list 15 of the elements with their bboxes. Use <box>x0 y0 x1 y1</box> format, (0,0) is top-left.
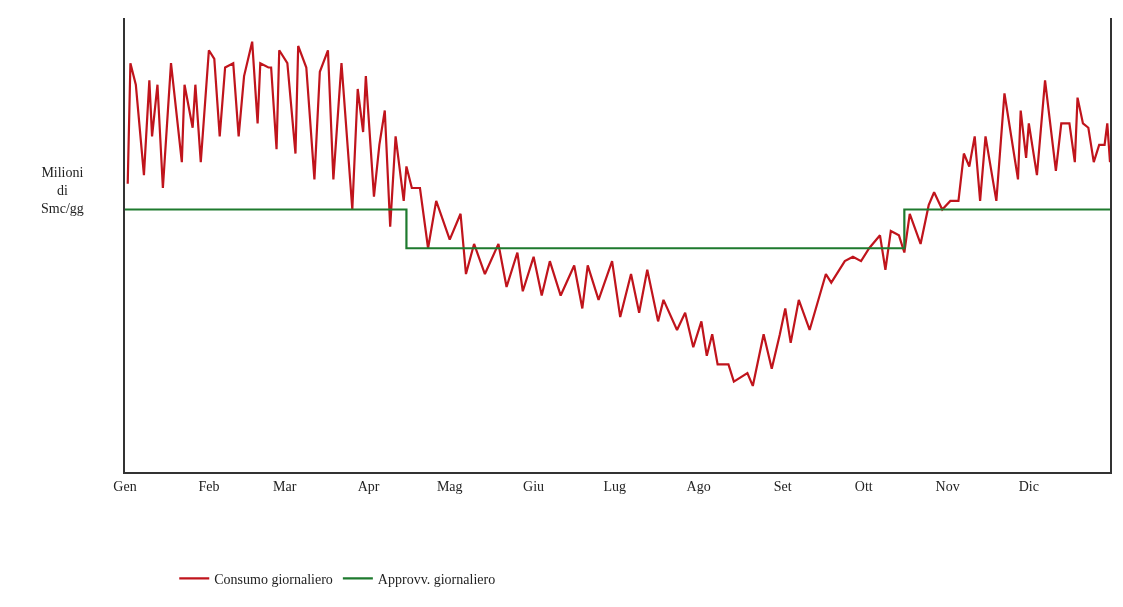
legend-label: Consumo giornaliero <box>214 571 333 587</box>
x-tick-label: Mar <box>273 478 297 494</box>
x-tick-label: Lug <box>603 478 627 494</box>
legend-label: Approvv. giornaliero <box>377 571 496 587</box>
x-tick-label: Set <box>773 478 792 494</box>
x-tick-label: Ott <box>854 478 873 494</box>
x-tick-label: Mag <box>436 478 463 494</box>
x-tick-label: Gen <box>113 478 137 494</box>
y-axis-title: Milioni di Smc/gg <box>41 165 84 217</box>
x-tick-label: Dic <box>1018 478 1039 494</box>
x-tick-label: Giu <box>523 478 545 494</box>
x-tick-label: Feb <box>198 478 220 494</box>
x-tick-label: Ago <box>686 478 711 494</box>
x-tick-label: Apr <box>357 478 380 494</box>
x-tick-label: Nov <box>935 478 960 494</box>
